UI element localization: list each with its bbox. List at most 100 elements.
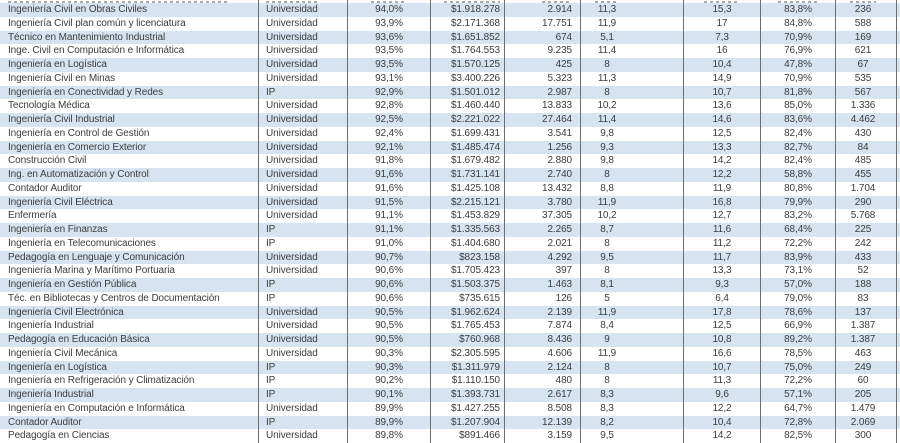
cell-value-b: 6,4 xyxy=(683,291,760,306)
cell-institution: IP xyxy=(258,388,347,402)
cell-percent-a: 89,9% xyxy=(347,415,430,430)
clipped-cell xyxy=(430,0,504,3)
table-row: Ingeniería Civil en Minas Universidad 93,1… xyxy=(0,71,900,86)
cell-value-b: 10,7 xyxy=(683,360,760,375)
cell-institution: IP xyxy=(258,415,347,430)
cell-count-b: 188 xyxy=(835,278,900,292)
table-row: Ingeniería Civil plan común y licenciatu… xyxy=(0,16,900,31)
cut-text-remnant xyxy=(778,1,818,3)
cell-income: $2.171.368 xyxy=(430,16,504,31)
cell-count-b: 1.704 xyxy=(835,181,900,196)
cut-text-remnant xyxy=(266,1,318,3)
cell-percent-a: 90,6% xyxy=(347,291,430,306)
cell-percent-a: 90,6% xyxy=(347,278,430,292)
table-row: Ingeniería en Logística Universidad 93,5% $… xyxy=(0,58,900,72)
cell-value-a: 8,3 xyxy=(580,388,683,402)
cell-career: Ingeniería en Conectividad y Redes xyxy=(8,86,164,98)
cell-count-b: 1.387 xyxy=(835,333,900,347)
cell-count-a: 8.508 xyxy=(504,401,580,416)
cell-institution: Universidad xyxy=(258,181,347,196)
cell-value-b: 9,6 xyxy=(683,388,760,402)
cell-percent-b: 83,8% xyxy=(760,3,835,17)
cell-value-a: 9,5 xyxy=(580,250,683,265)
cell-count-b: 430 xyxy=(835,126,900,141)
cell-percent-b: 72,2% xyxy=(760,374,835,388)
cell-value-b: 12,5 xyxy=(683,126,760,141)
cell-value-a: 11,9 xyxy=(580,305,683,320)
cell-career: Ingeniería en Control de Gestión xyxy=(8,127,150,139)
cell-value-a: 9,8 xyxy=(580,154,683,168)
cell-institution: Universidad xyxy=(258,264,347,278)
cell-value-a: 8 xyxy=(580,264,683,278)
table-right-border xyxy=(896,0,897,443)
cell-percent-a: 90,1% xyxy=(347,388,430,402)
cell-percent-a: 90,7% xyxy=(347,250,430,265)
cell-count-b: 83 xyxy=(835,291,900,306)
cell-income: $735.615 xyxy=(430,291,504,306)
cell-career: Pedagogía en Ciencias xyxy=(8,430,110,442)
cell-percent-b: 82,5% xyxy=(760,429,835,443)
cell-career: Enfermería xyxy=(8,210,57,222)
cell-value-b: 13,3 xyxy=(683,264,760,278)
cell-value-a: 11,9 xyxy=(580,195,683,210)
cell-career: Téc. en Bibliotecas y Centros de Documen… xyxy=(8,292,220,304)
table-row: Pedagogía en Lenguaje y Comunicación Univ… xyxy=(0,250,900,265)
cell-percent-b: 79,9% xyxy=(760,195,835,210)
cell-career: Ingeniería Civil Eléctrica xyxy=(8,196,113,208)
table-row: Ingeniería en Telecomunicaciones IP 91,0% $… xyxy=(0,236,900,251)
table-row: Téc. en Bibliotecas y Centros de Documen… xyxy=(0,291,900,306)
cell-count-b: 52 xyxy=(835,264,900,278)
cell-value-b: 10,7 xyxy=(683,85,760,100)
cell-percent-a: 91,8% xyxy=(347,154,430,168)
cell-income: $1.705.423 xyxy=(430,264,504,278)
cell-count-a: 3.159 xyxy=(504,429,580,443)
cell-career: Ingeniería en Computación e Informática xyxy=(8,402,185,414)
cell-value-a: 10,2 xyxy=(580,99,683,113)
cell-career: Ingeniería Industrial xyxy=(8,389,94,400)
cell-value-b: 9,3 xyxy=(683,278,760,292)
cell-value-b: 14,2 xyxy=(683,429,760,443)
cell-percent-b: 47,8% xyxy=(760,58,835,72)
table-row: Ingeniería en Comercio Exterior Universid… xyxy=(0,140,900,155)
cell-institution: Universidad xyxy=(258,333,347,347)
cell-career: Técnico en Mantenimiento Industrial xyxy=(8,31,166,43)
cell-income: $823.158 xyxy=(430,250,504,265)
cell-income: $1.501.012 xyxy=(430,85,504,100)
table-row: Tecnología Médica Universidad 92,8% $1.460.… xyxy=(0,99,900,113)
table-row: Ingeniería Industrial IP 90,1% $1.393.731 2.… xyxy=(0,388,900,402)
cell-income: $1.765.453 xyxy=(430,319,504,333)
cell-percent-a: 90,5% xyxy=(347,319,430,333)
clipped-cell xyxy=(0,0,258,3)
table-row: Ingeniería en Gestión Pública IP 90,6% $1.5… xyxy=(0,278,900,292)
cell-career: Pedagogía en Educación Básica xyxy=(8,334,150,345)
cell-value-b: 16,8 xyxy=(683,195,760,210)
cell-count-b: 2.069 xyxy=(835,415,900,430)
cell-career: Ingeniería Civil Mecánica xyxy=(8,347,118,359)
cell-income: $1.731.141 xyxy=(430,168,504,182)
cell-career: Ingeniería Marina y Marítimo Portuaria xyxy=(8,265,175,277)
cell-count-b: 60 xyxy=(835,374,900,388)
cell-career: Pedagogía en Lenguaje y Comunicación xyxy=(8,251,185,263)
cell-percent-a: 90,6% xyxy=(347,264,430,278)
cell-percent-a: 93,6% xyxy=(347,30,430,45)
table-row: Ingeniería Civil Mecánica Universidad 90,3… xyxy=(0,346,900,361)
table-row: Ingeniería en Conectividad y Redes IP 92,9… xyxy=(0,85,900,100)
cell-value-a: 9,8 xyxy=(580,126,683,141)
cell-institution: Universidad xyxy=(258,3,347,17)
cell-institution: Universidad xyxy=(258,58,347,72)
cell-institution: Universidad xyxy=(258,71,347,86)
cell-income: $1.425.108 xyxy=(430,181,504,196)
cell-count-b: 567 xyxy=(835,85,900,100)
cell-career: Ingeniería en Finanzas xyxy=(8,224,108,235)
cell-count-b: 1.387 xyxy=(835,319,900,333)
cell-value-a: 8 xyxy=(580,58,683,72)
cell-count-a: 17.751 xyxy=(504,16,580,31)
cell-income: $1.404.680 xyxy=(430,236,504,251)
cell-percent-b: 70,9% xyxy=(760,71,835,86)
cell-count-a: 2.914 xyxy=(504,3,580,17)
cell-count-a: 12.139 xyxy=(504,415,580,430)
cell-count-b: 225 xyxy=(835,223,900,237)
cell-percent-a: 91,1% xyxy=(347,209,430,223)
cell-career: Construcción Civil xyxy=(8,155,87,167)
cell-career: Ingeniería en Refrigeración y Climatizac… xyxy=(8,375,195,387)
